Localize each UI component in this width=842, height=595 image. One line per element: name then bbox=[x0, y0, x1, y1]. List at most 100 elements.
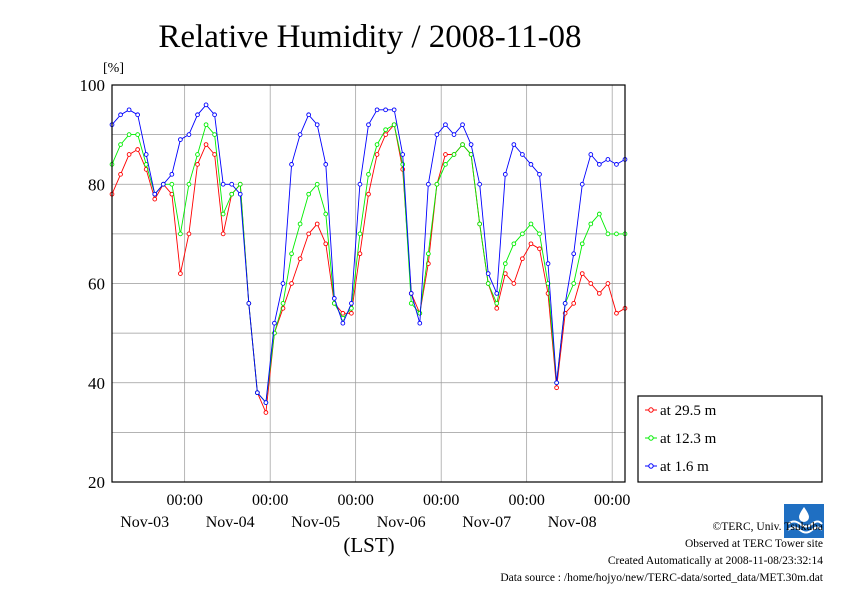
data-point bbox=[126, 107, 132, 113]
data-point bbox=[237, 191, 243, 197]
data-point bbox=[494, 291, 500, 296]
series-1 bbox=[109, 122, 628, 405]
data-point bbox=[588, 281, 594, 286]
data-point bbox=[366, 171, 371, 177]
data-point bbox=[605, 281, 611, 286]
data-point bbox=[152, 196, 158, 202]
data-point bbox=[443, 122, 448, 128]
data-point bbox=[528, 162, 534, 167]
data-point bbox=[323, 241, 329, 247]
data-point bbox=[212, 132, 217, 137]
series-0 bbox=[109, 122, 628, 415]
data-point bbox=[571, 301, 577, 306]
data-point bbox=[605, 231, 611, 237]
data-point bbox=[451, 132, 457, 137]
data-point bbox=[186, 231, 192, 237]
data-point bbox=[143, 152, 149, 157]
data-point bbox=[502, 261, 508, 266]
data-point bbox=[203, 122, 209, 128]
data-point bbox=[143, 162, 149, 167]
chart-title: Relative Humidity / 2008-11-08 bbox=[158, 19, 581, 55]
series-layer bbox=[109, 102, 628, 415]
y-tick-label: 40 bbox=[88, 374, 105, 393]
legend-label: at 1.6 m bbox=[660, 459, 709, 475]
data-point bbox=[477, 221, 482, 227]
data-point bbox=[297, 256, 303, 262]
data-point bbox=[152, 191, 158, 197]
series-2 bbox=[109, 102, 628, 405]
data-point bbox=[203, 142, 209, 147]
data-point bbox=[520, 256, 525, 262]
data-point bbox=[178, 137, 183, 142]
x-tick-labels: 00:00Nov-0300:00Nov-0400:00Nov-0500:00No… bbox=[120, 492, 630, 531]
data-point bbox=[502, 271, 508, 276]
data-point bbox=[314, 221, 320, 227]
data-point bbox=[485, 271, 491, 276]
data-point bbox=[451, 152, 457, 157]
data-point bbox=[306, 231, 311, 237]
data-point bbox=[520, 152, 525, 157]
data-point bbox=[289, 281, 294, 286]
data-point bbox=[323, 162, 329, 167]
data-point bbox=[195, 162, 200, 167]
data-point bbox=[357, 251, 363, 257]
grid-lines bbox=[112, 85, 625, 482]
x-tick-date-label: Nov-08 bbox=[548, 514, 597, 531]
data-point bbox=[280, 281, 286, 286]
data-point bbox=[169, 171, 175, 177]
data-point bbox=[229, 191, 235, 197]
data-point bbox=[460, 122, 465, 128]
data-point bbox=[511, 241, 517, 247]
data-point bbox=[494, 301, 500, 306]
data-point bbox=[502, 171, 508, 177]
data-point bbox=[605, 157, 611, 162]
data-point bbox=[426, 251, 431, 257]
data-point bbox=[579, 181, 585, 187]
data-point bbox=[434, 181, 440, 187]
data-point bbox=[135, 112, 140, 118]
data-point bbox=[485, 281, 491, 286]
x-tick-date-label: Nov-06 bbox=[377, 514, 426, 531]
x-tick-time-label: 00:00 bbox=[508, 492, 544, 509]
data-point bbox=[289, 162, 294, 167]
x-tick-date-label: Nov-07 bbox=[462, 514, 511, 531]
x-tick-time-label: 00:00 bbox=[166, 492, 202, 509]
data-point bbox=[596, 211, 602, 217]
data-point bbox=[537, 231, 542, 237]
data-point bbox=[554, 380, 559, 386]
data-point bbox=[323, 211, 329, 217]
data-point bbox=[571, 281, 577, 286]
data-point bbox=[272, 320, 277, 326]
series-line bbox=[111, 104, 626, 404]
x-tick-date-label: Nov-03 bbox=[120, 514, 169, 531]
data-point bbox=[562, 301, 568, 306]
data-point bbox=[331, 296, 337, 301]
data-point bbox=[391, 122, 397, 128]
y-tick-label: 60 bbox=[88, 275, 105, 294]
data-point bbox=[545, 261, 551, 266]
data-point bbox=[203, 102, 209, 108]
data-point bbox=[186, 181, 192, 187]
data-point bbox=[195, 112, 200, 118]
data-point bbox=[366, 122, 371, 128]
data-point bbox=[126, 132, 132, 137]
data-point bbox=[195, 152, 200, 157]
credit-created: Created Automatically at 2008-11-08/23:3… bbox=[607, 555, 823, 567]
data-point bbox=[554, 385, 559, 391]
data-point bbox=[169, 181, 175, 187]
data-point bbox=[229, 181, 235, 187]
plot-frame bbox=[111, 84, 626, 483]
data-point bbox=[374, 142, 380, 147]
data-point bbox=[118, 112, 123, 118]
data-point bbox=[314, 181, 320, 187]
data-point bbox=[588, 221, 594, 227]
data-point bbox=[614, 231, 619, 237]
data-point bbox=[408, 291, 414, 296]
data-point bbox=[118, 171, 123, 177]
data-point bbox=[468, 142, 474, 147]
data-point bbox=[408, 301, 414, 306]
data-point bbox=[596, 162, 602, 167]
x-tick-time-label: 00:00 bbox=[337, 492, 373, 509]
data-point bbox=[579, 271, 585, 276]
data-point bbox=[528, 221, 534, 227]
